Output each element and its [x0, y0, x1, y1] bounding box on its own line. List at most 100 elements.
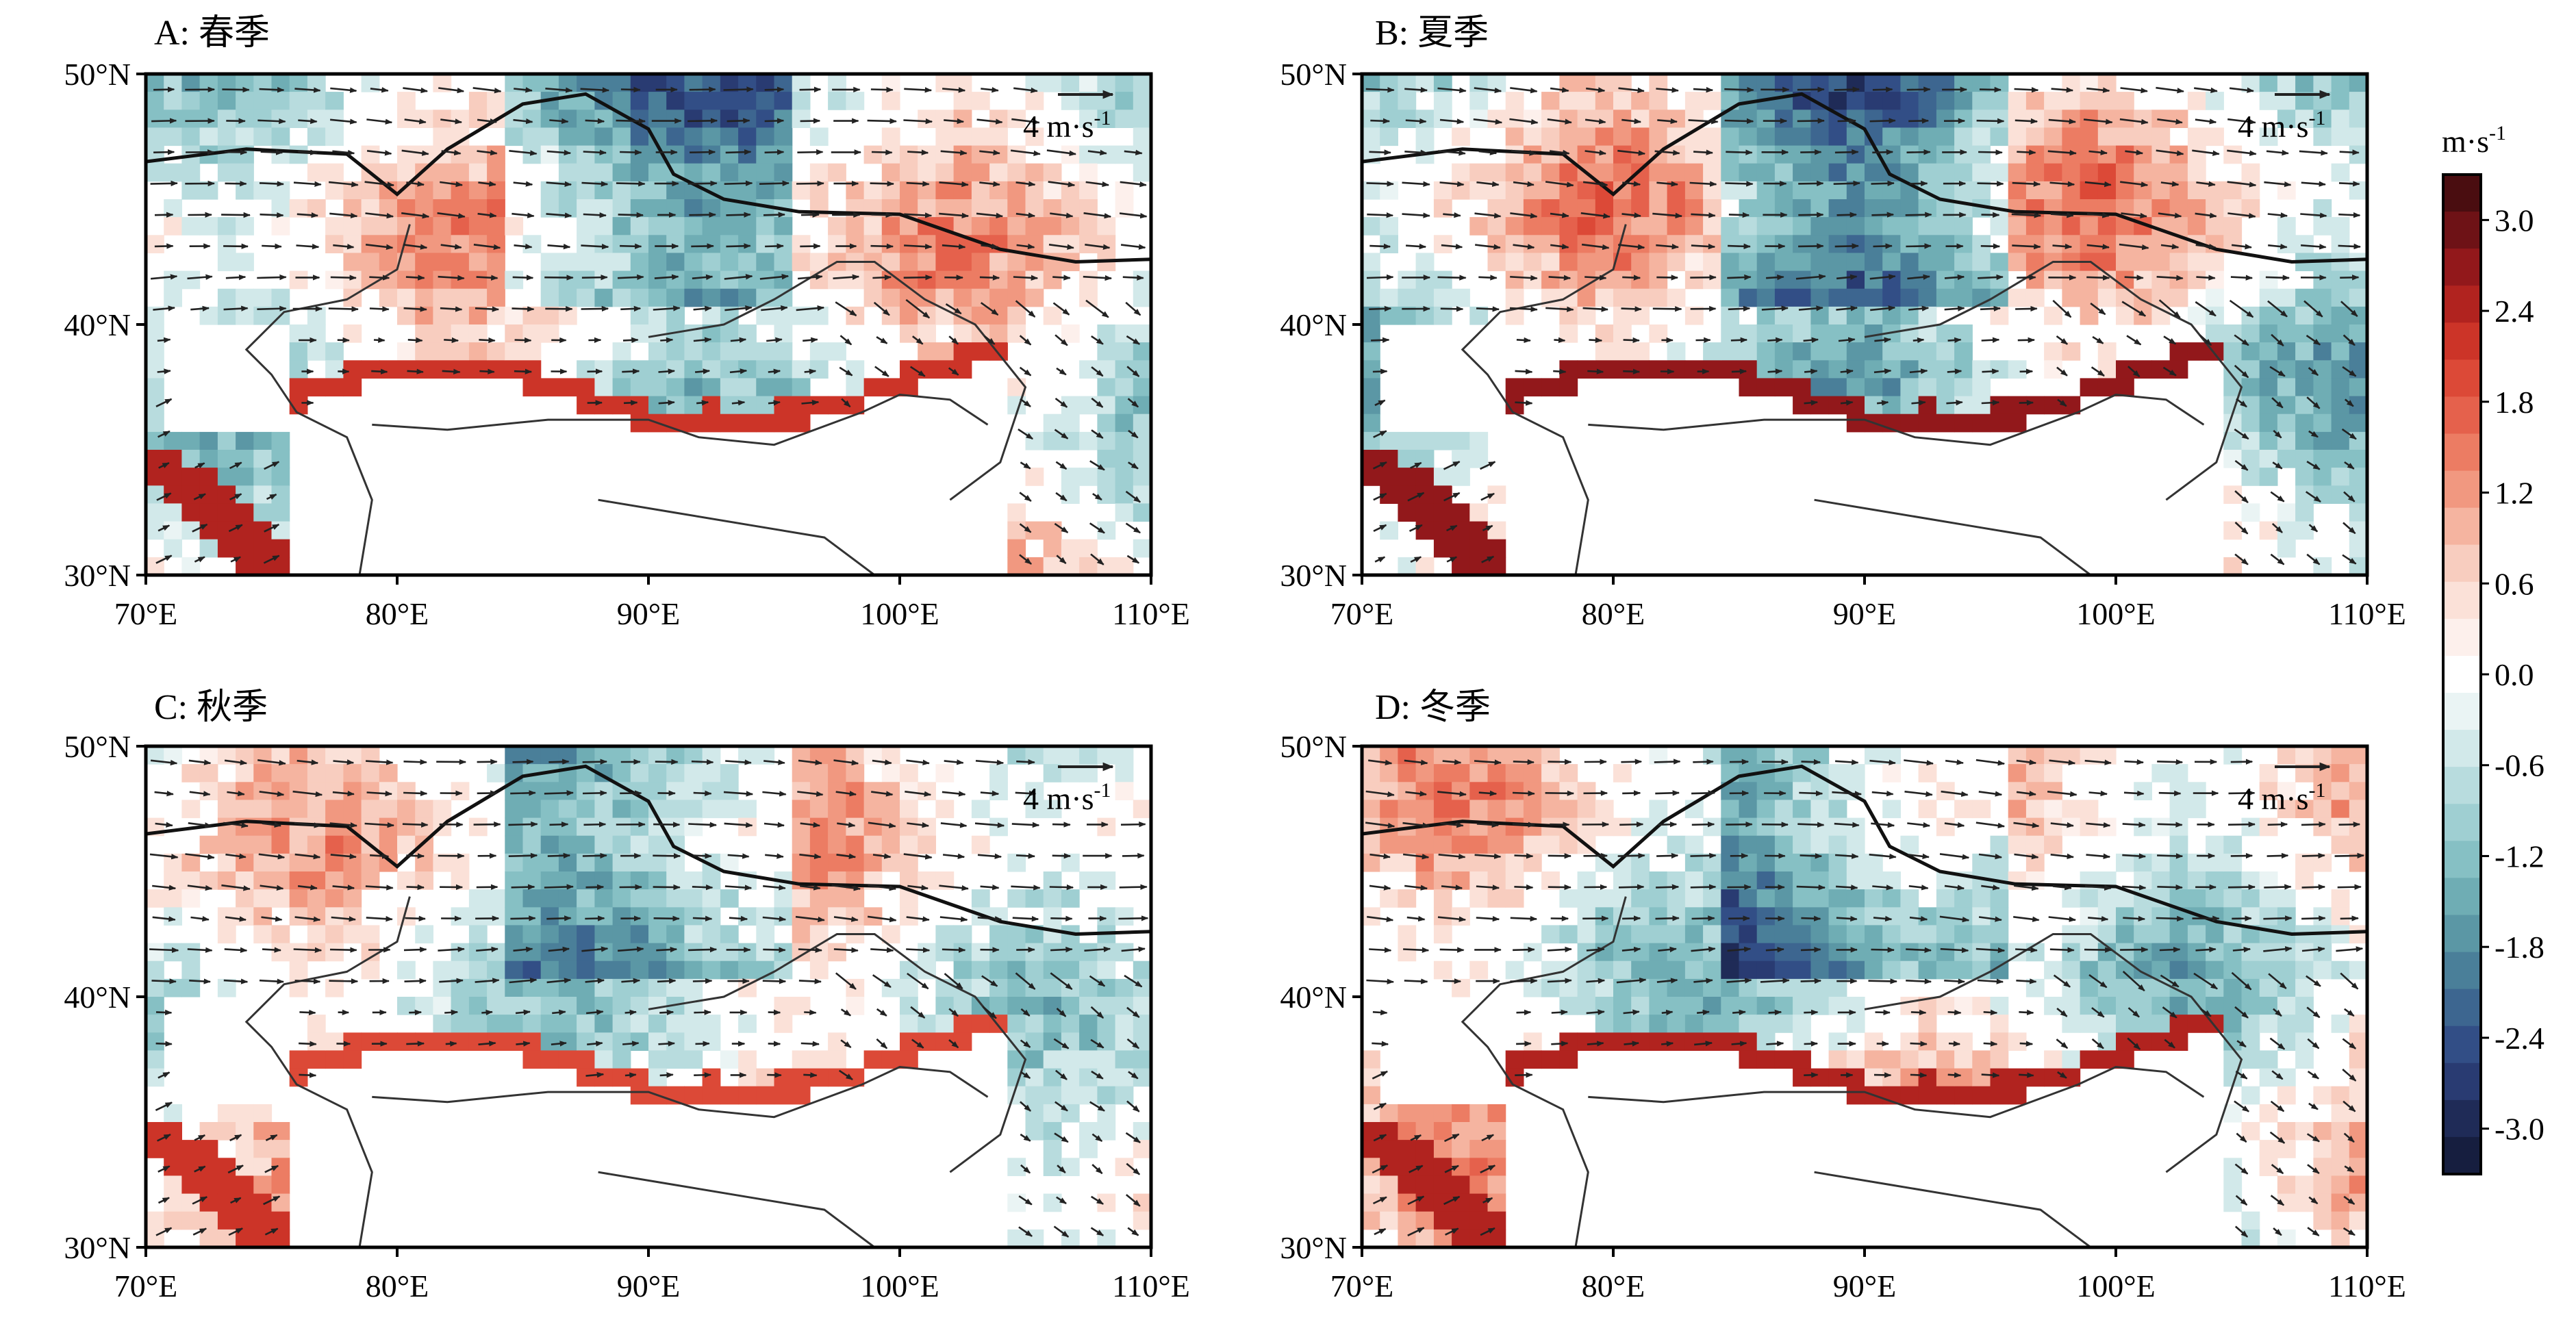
field-cell: [1523, 1050, 1542, 1069]
field-cell: [612, 1015, 631, 1033]
wind-vector: [1840, 400, 1854, 406]
field-cell: [1505, 127, 1524, 147]
wind-vector: [768, 400, 781, 406]
field-cell: [1793, 360, 1811, 379]
wind-vector: [373, 337, 386, 343]
field-cell: [217, 835, 236, 854]
field-cell: [1380, 288, 1398, 307]
wind-vector: [1693, 759, 1714, 765]
field-cell: [2277, 74, 2296, 92]
field-cell: [1452, 431, 1470, 450]
wind-vector: [2017, 337, 2036, 343]
field-cell: [2169, 360, 2188, 379]
field-cell: [684, 253, 703, 272]
field-cell: [1846, 835, 1865, 854]
field-cell: [1380, 1104, 1398, 1123]
field-cell: [1577, 360, 1596, 379]
field-cell: [2277, 217, 2296, 235]
field-cell: [2241, 960, 2260, 980]
field-cell: [2044, 306, 2062, 325]
field-cell: [1739, 1050, 1758, 1069]
field-cell: [558, 127, 577, 147]
field-cell: [738, 396, 757, 415]
field-cell: [720, 889, 739, 908]
field-cell: [505, 360, 524, 379]
field-cell: [2062, 163, 2081, 182]
field-cell: [1133, 110, 1152, 128]
field-cell: [1865, 907, 1883, 926]
wind-vector: [330, 275, 357, 281]
field-cell: [2116, 978, 2134, 997]
wind-vector: [442, 368, 461, 375]
field-cell: [2151, 997, 2171, 1015]
field-cell: [1703, 1015, 1721, 1033]
field-cell: [487, 907, 505, 926]
field-cell: [1433, 1104, 1452, 1123]
field-cell: [2025, 163, 2045, 182]
field-cell: [1380, 235, 1398, 253]
field-cell: [361, 764, 380, 782]
wind-vector: [229, 493, 242, 500]
field-cell: [1918, 907, 1937, 926]
field-cell: [2349, 127, 2368, 147]
field-cell: [1007, 960, 1026, 980]
field-cell: [289, 270, 308, 290]
colorbar-swatch: [2443, 618, 2481, 657]
wind-vector: [513, 118, 533, 125]
field-cell: [1079, 960, 1098, 980]
field-cell: [809, 1068, 829, 1087]
field-cell: [505, 800, 524, 819]
field-cell: [1115, 1086, 1134, 1105]
field-cell: [181, 521, 201, 540]
field-cell: [1990, 907, 2009, 926]
wind-vector: [187, 274, 213, 280]
field-cell: [1380, 835, 1398, 854]
field-cell: [361, 181, 380, 200]
field-cell: [881, 253, 900, 272]
field-cell: [1398, 1158, 1417, 1176]
field-cell: [2206, 997, 2224, 1015]
field-cell: [971, 92, 990, 110]
field-cell: [756, 360, 775, 379]
field-cell: [2025, 217, 2045, 235]
field-cell: [2187, 145, 2206, 164]
field-cell: [1505, 288, 1524, 307]
field-cell: [2044, 235, 2062, 253]
field-cell: [971, 270, 990, 290]
field-cell: [1918, 413, 1937, 433]
field-cell: [1918, 943, 1937, 962]
field-cell: [738, 270, 757, 290]
field-cell: [666, 127, 685, 147]
field-cell: [1115, 782, 1134, 800]
field-cell: [738, 235, 757, 253]
field-cell: [1487, 217, 1506, 235]
field-cell: [1061, 1104, 1080, 1123]
field-cell: [881, 288, 900, 307]
field-cell: [1487, 163, 1506, 182]
field-cell: [2134, 978, 2152, 997]
field-cell: [1936, 1050, 1955, 1069]
field-cell: [1918, 92, 1937, 110]
field-cell: [774, 110, 793, 128]
field-cell: [1415, 1211, 1435, 1230]
field-cell: [2025, 1068, 2045, 1087]
field-cell: [1362, 127, 1380, 147]
wind-vector: [726, 212, 751, 218]
field-cell: [2277, 342, 2296, 361]
field-cell: [594, 396, 614, 415]
field-cell: [2277, 1175, 2296, 1195]
field-cell: [236, 1229, 254, 1248]
field-cell: [1954, 127, 1973, 147]
field-cell: [2169, 110, 2188, 128]
field-cell: [1684, 181, 1704, 200]
field-cell: [1972, 943, 1991, 962]
field-cell: [487, 764, 505, 782]
field-cell: [1025, 1229, 1044, 1248]
field-cell: [1900, 835, 1919, 854]
field-cell: [1115, 92, 1134, 110]
field-cell: [1882, 925, 1901, 944]
field-cell: [594, 253, 614, 272]
field-cell: [953, 342, 972, 361]
field-cell: [181, 1158, 201, 1176]
field-cell: [2097, 342, 2117, 361]
